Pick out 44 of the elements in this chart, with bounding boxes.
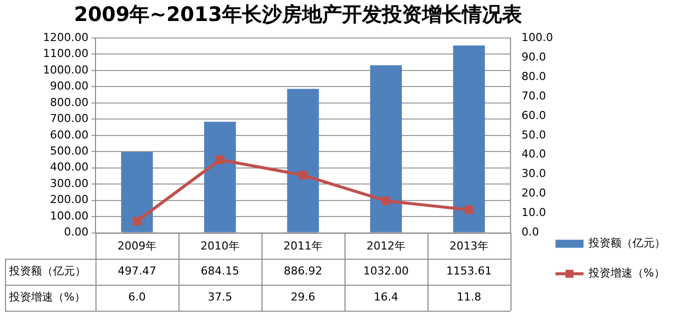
- x-tick-label: 2012年: [366, 239, 406, 252]
- y2-tick-label: 100.0: [522, 30, 554, 44]
- y2-tick-label: 90.0: [522, 50, 546, 64]
- y2-tick-label: 80.0: [522, 70, 546, 83]
- data-label: 1153.61: [446, 264, 492, 278]
- y-tick-label: 300.00: [50, 176, 88, 190]
- y2-tick-label: 40.0: [522, 148, 546, 161]
- x-tick-label: 2011年: [284, 239, 322, 252]
- data-label: 16.4: [374, 290, 398, 304]
- legend-label: 投资增速（%）: [588, 266, 665, 280]
- y2-tick-label: 30.0: [522, 167, 546, 180]
- legend-label: 投资额（亿元）: [588, 236, 666, 250]
- y2-tick-label: 70.0: [522, 89, 546, 102]
- data-label: 11.8: [456, 290, 482, 304]
- y-tick-label: 0.00: [64, 226, 88, 239]
- y2-tick-label: 60.0: [522, 108, 546, 122]
- y2-tick-label: 20.0: [522, 186, 546, 200]
- y-tick-label: 400.00: [50, 160, 88, 174]
- y2-tick-label: 50.0: [522, 128, 546, 142]
- x-tick-label: 2013年: [450, 239, 489, 252]
- text: 投资增速（%）: [9, 290, 86, 304]
- text: 投资额（亿元）: [9, 264, 86, 278]
- data-label: 684.15: [200, 264, 240, 278]
- y2-tick-label: 0.0: [522, 226, 540, 239]
- y-tick-label: 700.00: [50, 112, 88, 126]
- data-label: 1032.00: [363, 264, 409, 278]
- data-label: 37.5: [208, 290, 232, 304]
- y-tick-label: 1200.00: [42, 30, 88, 44]
- data-label: 497.47: [118, 264, 156, 278]
- x-tick-label: 2009年: [117, 239, 156, 252]
- y2-tick-label: 10.0: [522, 206, 546, 220]
- y-tick-label: 900.00: [50, 80, 88, 93]
- y-tick-label: 600.00: [50, 128, 88, 142]
- x-tick-label: 2010年: [200, 239, 240, 252]
- data-label: 29.6: [290, 290, 316, 304]
- y-tick-label: 1000.00: [42, 63, 88, 76]
- data-label: 886.92: [284, 264, 322, 278]
- y-tick-label: 100.00: [50, 209, 88, 222]
- y-tick-label: 500.00: [50, 144, 88, 158]
- y-tick-label: 1100.00: [42, 47, 88, 60]
- y-tick-label: 800.00: [50, 96, 88, 109]
- data-label: 6.0: [128, 290, 146, 304]
- chart-title: 2009年~2013年长沙房地产开发投资增长情况表: [74, 2, 522, 26]
- y-tick-label: 200.00: [50, 193, 88, 206]
